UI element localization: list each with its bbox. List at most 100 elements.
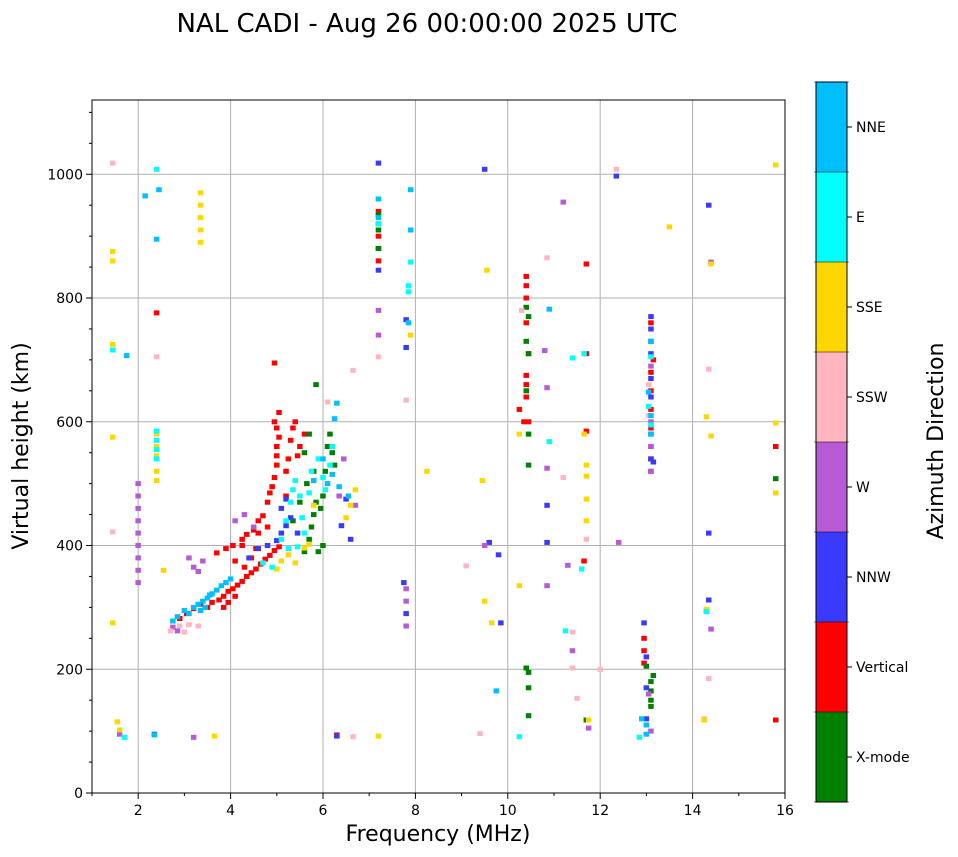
echo-point-sse	[408, 332, 414, 338]
echo-point-sse	[343, 515, 349, 521]
echo-point-w	[336, 493, 342, 499]
echo-point-vertical	[292, 419, 298, 425]
echo-point-nne	[375, 196, 382, 202]
echo-point-vertical	[209, 599, 215, 605]
y-tick-label: 400	[56, 539, 83, 555]
colorbar-label: X-mode	[856, 750, 910, 766]
echo-point-w	[569, 648, 576, 654]
echo-point-nnw	[486, 539, 492, 545]
echo-point-w	[352, 502, 359, 508]
echo-point-nnw	[498, 620, 504, 626]
echo-point-x-mode	[304, 481, 310, 487]
echo-point-sse	[110, 249, 116, 255]
echo-point-e	[308, 468, 315, 474]
echo-point-vertical	[648, 425, 654, 431]
echo-point-sse	[301, 545, 308, 551]
echo-point-w	[375, 332, 382, 338]
echo-point-vertical	[276, 544, 282, 550]
echo-point-sse	[311, 502, 317, 508]
x-tick-label: 14	[684, 803, 702, 819]
echo-point-w	[403, 598, 409, 604]
echo-point-nne	[181, 608, 188, 613]
echo-point-nne	[345, 493, 352, 499]
echo-point-sse	[701, 717, 707, 723]
echo-point-vertical	[648, 320, 654, 326]
echo-point-w	[135, 580, 141, 586]
echo-point-nnw	[648, 456, 654, 462]
echo-point-nnw	[403, 317, 409, 323]
echo-point-w	[170, 624, 176, 630]
echo-point-x-mode	[523, 665, 529, 671]
echo-point-nne	[375, 215, 382, 221]
echo-point-x-mode	[324, 444, 331, 449]
colorbar: X-mode Vertical NNW W SSW SSE E NNE	[814, 81, 910, 803]
y-tick-label: 200	[56, 662, 83, 678]
echo-point-x-mode	[525, 351, 532, 357]
echo-point-nnw	[338, 523, 345, 529]
data-points	[110, 160, 779, 740]
x-tick-label: 4	[226, 803, 235, 819]
echo-point-vertical	[525, 419, 532, 425]
echo-point-sse	[703, 414, 710, 420]
echo-point-sse	[110, 258, 116, 264]
echo-point-sse	[488, 620, 495, 626]
colorbar-segment	[816, 82, 847, 172]
echo-point-nne	[170, 618, 176, 624]
echo-point-x-mode	[525, 685, 532, 691]
echo-point-vertical	[375, 208, 382, 214]
echo-point-nnw	[287, 515, 294, 521]
echo-point-vertical	[253, 566, 259, 572]
echo-point-sse	[153, 431, 160, 437]
echo-point-w	[648, 444, 654, 449]
echo-point-nne	[648, 338, 654, 344]
echo-point-vertical	[276, 410, 282, 415]
echo-point-e	[153, 428, 160, 434]
echo-point-x-mode	[525, 314, 532, 320]
echo-point-w	[135, 505, 141, 511]
echo-point-sse	[274, 566, 280, 572]
echo-point-e	[636, 734, 643, 740]
echo-point-x-mode	[322, 468, 328, 474]
echo-point-ssw	[569, 665, 576, 671]
echo-point-x-mode	[297, 499, 303, 505]
echo-point-sse	[153, 444, 160, 449]
echo-point-nne	[190, 604, 197, 610]
echo-point-nnw	[274, 538, 280, 544]
echo-point-sse	[153, 453, 160, 459]
y-tick-label: 800	[56, 291, 83, 307]
colorbar-label: W	[856, 480, 870, 496]
echo-point-x-mode	[648, 697, 654, 703]
echo-point-ssw	[167, 628, 174, 634]
echo-point-nnw	[706, 530, 712, 536]
echo-point-e	[306, 490, 312, 496]
echo-point-sse	[516, 583, 523, 589]
echo-point-vertical	[521, 419, 527, 425]
echo-point-sse	[516, 431, 523, 437]
echo-point-nne	[218, 583, 225, 589]
echo-point-nnw	[706, 597, 712, 603]
echo-point-e	[153, 166, 160, 172]
echo-point-vertical	[283, 493, 289, 499]
y-tick-label: 0	[74, 786, 83, 802]
echo-point-x-mode	[315, 549, 322, 555]
echo-point-nne	[151, 732, 158, 738]
echo-point-nnw	[283, 523, 289, 529]
echo-point-vertical	[648, 369, 654, 375]
echo-point-vertical	[260, 513, 266, 519]
echo-point-vertical	[255, 530, 261, 536]
echo-point-vertical	[250, 527, 257, 533]
echo-point-vertical	[523, 273, 529, 279]
echo-point-w	[560, 199, 566, 205]
chart-title: NAL CADI - Aug 26 00:00:00 2025 UTC	[177, 9, 678, 39]
echo-point-vertical	[225, 588, 231, 594]
echo-point-vertical	[641, 635, 647, 641]
echo-point-sse	[583, 518, 590, 524]
echo-point-sse	[581, 431, 587, 437]
echo-point-w	[116, 731, 123, 737]
echo-point-nnw	[334, 733, 340, 739]
echo-point-nnw	[403, 345, 409, 350]
echo-point-vertical	[276, 434, 282, 440]
echo-point-vertical	[274, 462, 280, 468]
echo-point-x-mode	[523, 388, 529, 394]
echo-point-w	[250, 524, 257, 530]
